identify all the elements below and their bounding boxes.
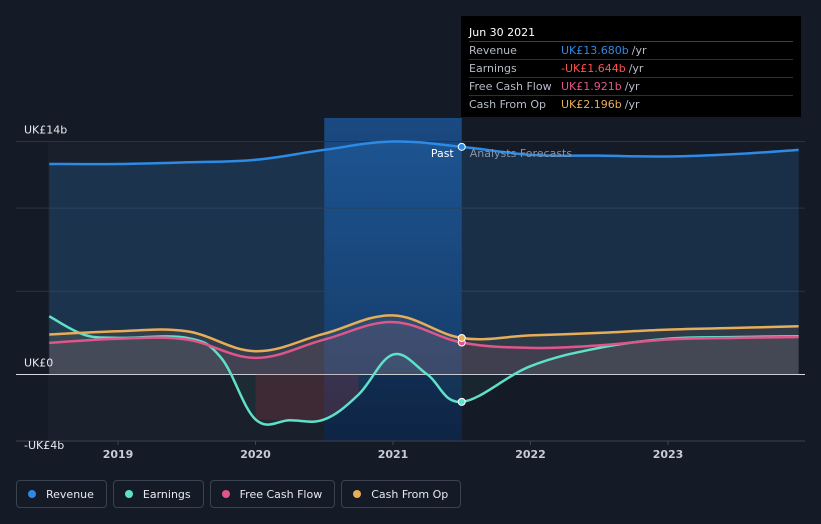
series-area-cash-from-op (49, 315, 799, 375)
earnings-negative-area (255, 374, 359, 422)
tooltip-value: -UK£1.644b (561, 62, 626, 75)
series-line-revenue (49, 140, 799, 166)
legend-label: Free Cash Flow (239, 487, 323, 501)
series-line-cash-from-op (49, 314, 799, 353)
legend-label: Cash From Op (371, 487, 449, 501)
series-area-earnings (49, 316, 799, 425)
legend-label: Revenue (46, 487, 94, 501)
tooltip: Jun 30 2021 Revenue UK£13.680b /yr Earni… (461, 16, 801, 117)
x-tick-label: 2020 (240, 448, 271, 461)
series-area-revenue (49, 141, 799, 375)
tooltip-label: Free Cash Flow (469, 80, 552, 93)
highlight-point-earnings (457, 397, 466, 406)
x-tick-label: 2022 (515, 448, 546, 461)
legend-dot-icon (221, 490, 230, 498)
tooltip-label: Revenue (469, 44, 517, 57)
tooltip-date: Jun 30 2021 (469, 24, 793, 42)
tooltip-unit: /yr (631, 44, 647, 57)
tooltip-row-free-cash-flow: Free Cash Flow UK£1.921b /yr (469, 78, 793, 96)
tooltip-value: UK£13.680b (561, 44, 629, 57)
legend-label: Earnings (142, 487, 191, 501)
y-tick-label: UK£0 (24, 357, 53, 370)
tooltip-row-earnings: Earnings -UK£1.644b /yr (469, 60, 793, 78)
legend-item-revenue[interactable]: Revenue (16, 480, 107, 508)
legend-dot-icon (124, 490, 133, 498)
y-tick-label: -UK£4b (24, 439, 64, 452)
legend-item-free-cash-flow[interactable]: Free Cash Flow (209, 480, 336, 508)
series-line-free-cash-flow (49, 320, 799, 360)
legend-dot-icon (353, 490, 362, 498)
tooltip-label: Cash From Op (469, 98, 547, 111)
forecast-label: Analysts Forecasts (470, 147, 573, 160)
legend-item-cash-from-op[interactable]: Cash From Op (341, 480, 462, 508)
tooltip-value: UK£2.196b (561, 98, 622, 111)
tooltip-unit: /yr (624, 98, 640, 111)
x-tick-label: 2023 (653, 448, 684, 461)
tooltip-row-revenue: Revenue UK£13.680b /yr (469, 42, 793, 60)
x-tick-label: 2021 (378, 448, 409, 461)
past-label: Past (431, 147, 455, 160)
series-area-free-cash-flow (49, 322, 799, 375)
tooltip-value: UK£1.921b (561, 80, 622, 93)
highlight-point-cash-from-op (457, 333, 466, 342)
x-tick-label: 2019 (103, 448, 134, 461)
tooltip-label: Earnings (469, 62, 517, 75)
y-tick-label: UK£14b (24, 124, 67, 137)
legend: Revenue Earnings Free Cash Flow Cash Fro… (16, 480, 462, 508)
highlight-point-revenue (457, 142, 466, 151)
legend-dot-icon (28, 490, 36, 498)
tooltip-unit: /yr (628, 62, 644, 75)
tooltip-row-cash-from-op: Cash From Op UK£2.196b /yr (469, 96, 793, 113)
legend-item-earnings[interactable]: Earnings (112, 480, 204, 508)
tooltip-unit: /yr (624, 80, 640, 93)
